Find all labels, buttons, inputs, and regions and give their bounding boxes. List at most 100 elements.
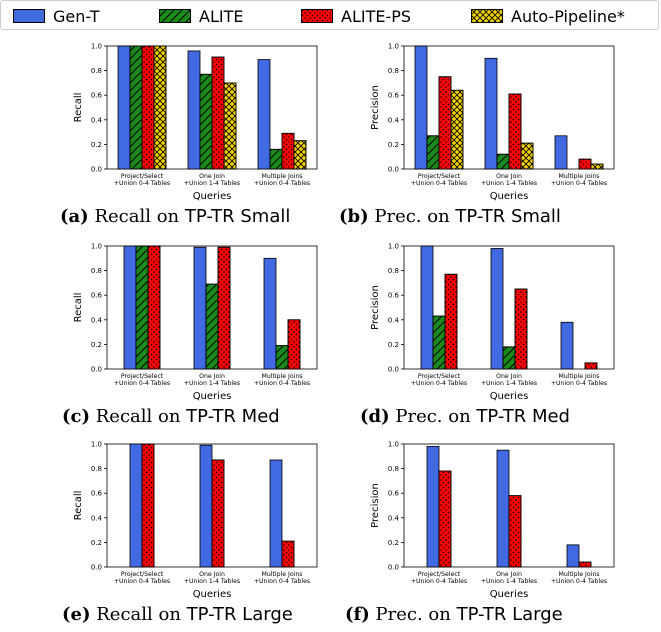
bar-pattern-alite-ps [508,495,522,568]
y-tick-label: 0.6 [388,490,400,498]
bar-pattern-alite [129,45,143,170]
caption-a: (a) Recall on TP-TR Small [60,206,291,227]
x-axis-label: Queries [193,391,232,402]
caption-b: (b) Prec. on TP-TR Small [339,206,561,227]
bar-pattern-alite-ps [141,45,155,170]
y-tick-label: 0.4 [388,316,400,324]
bar-gen-t [193,246,207,370]
y-axis-label: Recall [73,491,84,521]
bar-pattern-alite-ps [438,470,452,568]
chart-recall-large: 0.00.20.40.60.81.0RecallProject/Select+U… [73,441,318,600]
x-tick-label: +Union 0-4 Tables [411,578,467,585]
y-tick-label: 1.0 [91,43,102,51]
x-tick-label: One Join [496,373,522,380]
y-tick-label: 0.0 [388,166,399,174]
bar-pattern-alite-ps [578,158,592,170]
bar-pattern-alite-ps [147,245,161,370]
bar-pattern-alite-ps [508,93,522,170]
x-tick-label: Project/Select [418,173,461,180]
bar-gen-t [566,544,580,568]
bar-gen-t [496,449,510,568]
x-tick-label: +Union 1-4 Tables [184,578,240,585]
panel-e: 0.0 0.2 0.4 0.6 0.8 1.0 Recall Project/Select +U… [55,436,325,601]
x-tick-label: +Union 1-4 Tables [481,578,537,585]
bar-pattern-auto-pipeline [153,45,167,170]
x-axis-label: Queries [490,589,529,600]
bar-pattern-alite [502,346,516,370]
bar-pattern-alite-ps [578,561,592,568]
bar-gen-t [490,248,504,370]
bar-pattern-alite-ps [287,319,301,370]
y-tick-label: 0.6 [91,292,103,300]
y-tick-label: 1.0 [91,243,102,251]
x-tick-label: Project/Select [121,373,164,380]
legend-item-auto-pipeline: Auto-Pipeline* [471,5,625,27]
x-axis-label: Queries [490,191,529,202]
legend-item-alite-ps: ALITE-PS [301,5,411,27]
y-tick-label: 1.0 [91,441,102,449]
x-tick-label: Multiple Joins [261,571,302,578]
x-tick-label: +Union 0-4 Tables [551,180,607,187]
legend-swatch-gen-t [13,9,45,23]
x-axis-label: Queries [193,191,232,202]
bar-gen-t [187,50,201,170]
bar-pattern-alite-ps [217,246,231,370]
legend: Gen-T ALITE ALITE-PS Auto-Pipeline* [0,0,659,30]
x-tick-label: +Union 0-4 Tables [411,180,467,187]
x-tick-label: Multiple Joins [558,173,599,180]
bar-pattern-auto-pipeline [520,142,534,170]
y-tick-label: 0.8 [388,465,399,473]
chart-precision-small: 0.0 0.2 0.4 0.6 0.8 1.0 Precision Project/Selec… [370,43,615,202]
y-axis-label: Precision [370,483,381,528]
y-tick-label: 0.6 [91,490,103,498]
x-tick-label: +Union 1-4 Tables [184,380,240,387]
bar-pattern-auto-pipeline [450,89,464,170]
panel-a: 0.0 0.2 0.4 0.6 0.8 1.0 Recall Project/Select +U… [55,38,325,203]
bar-gen-t [560,321,574,370]
bar-pattern-alite [199,73,213,170]
legend-label-gen-t: Gen-T [53,6,100,26]
x-tick-label: Project/Select [418,373,461,380]
x-axis-label: Queries [193,589,232,600]
y-tick-label: 0.0 [91,166,102,174]
x-tick-label: One Join [199,173,225,180]
legend-swatch-alite [159,9,191,23]
bar-pattern-alite-ps [438,76,452,170]
caption-c: (c) Recall on TP-TR Med [62,406,280,427]
y-tick-label: 0.4 [388,514,400,522]
bar-gen-t [426,446,440,568]
y-axis-label: Recall [73,293,84,323]
legend-item-alite: ALITE [159,5,243,27]
x-tick-label: +Union 1-4 Tables [184,180,240,187]
y-tick-label: 0.6 [388,92,400,100]
bar-pattern-alite [269,148,283,170]
panel-d: 0.0 0.2 0.4 0.6 0.8 1.0 Precision Project/Selec… [352,238,622,403]
bar-gen-t [257,59,271,170]
bar-gen-t [269,459,283,568]
bar-pattern-auto-pipeline [293,140,307,170]
x-tick-label: Multiple Joins [558,571,599,578]
chart-recall-med: 0.00.20.40.60.81.0RecallProject/Select+U… [73,243,318,402]
x-axis-label: Queries [490,391,529,402]
chart-precision-med: 0.0 0.2 0.4 0.6 0.8 1.0 Precision Project/Selec… [370,243,615,402]
legend-swatch-pattern [159,9,191,23]
x-tick-label: +Union 0-4 Tables [114,180,170,187]
x-tick-label: Project/Select [418,571,461,578]
x-tick-label: One Join [199,373,225,380]
y-tick-label: 0.4 [91,116,103,124]
y-tick-label: 1.0 [388,43,399,51]
y-tick-label: 0.4 [388,116,400,124]
panel-b: 0.0 0.2 0.4 0.6 0.8 1.0 Precision Project/Selec… [352,38,622,203]
x-tick-label: +Union 0-4 Tables [114,380,170,387]
legend-item-gen-t: Gen-T [13,5,99,27]
y-tick-label: 0.8 [91,267,102,275]
x-tick-label: +Union 0-4 Tables [411,380,467,387]
x-tick-label: +Union 0-4 Tables [254,380,310,387]
x-tick-label: +Union 0-4 Tables [114,578,170,585]
bar-gen-t [263,257,277,370]
bar-pattern-alite-ps [584,362,598,370]
y-tick-label: 0.2 [91,141,102,149]
y-tick-label: 0.0 [91,366,102,374]
y-tick-label: 0.2 [388,141,399,149]
y-tick-label: 0.8 [388,67,399,75]
